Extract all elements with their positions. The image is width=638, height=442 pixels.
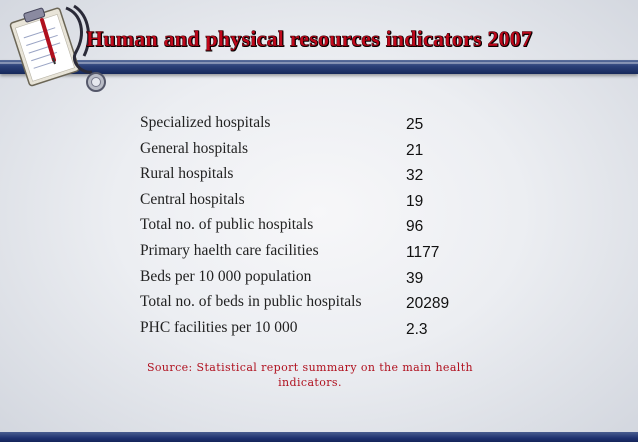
footer-band bbox=[0, 432, 638, 442]
row-label: Total no. of public hospitals bbox=[140, 216, 314, 234]
table-row: Beds per 10 000 population 39 bbox=[140, 266, 580, 292]
row-label: Primary haelth care facilities bbox=[140, 241, 319, 259]
source-note: Source: Statistical report summary on th… bbox=[140, 360, 480, 390]
table-row: Total no. of beds in public hospitals 20… bbox=[140, 291, 580, 317]
row-value: 20289 bbox=[406, 295, 450, 313]
row-label: Central hospitals bbox=[140, 190, 245, 208]
row-label: Specialized hospitals bbox=[140, 114, 271, 131]
source-line-1: Source: Statistical report summary on th… bbox=[146, 361, 474, 374]
table-row: Total no. of public hospitals 96 bbox=[140, 214, 580, 240]
row-value: 96 bbox=[406, 218, 424, 236]
row-label: General hospitals bbox=[140, 139, 249, 157]
table-row: PHC facilities per 10 000 2.3 bbox=[140, 317, 580, 343]
row-value: 25 bbox=[406, 116, 424, 133]
table-row: Specialized hospitals 25 bbox=[140, 112, 580, 138]
row-value: 2.3 bbox=[406, 320, 428, 338]
table-row: Central hospitals 19 bbox=[140, 189, 580, 215]
row-label: Rural hospitals bbox=[140, 165, 234, 183]
row-label: Beds per 10 000 population bbox=[140, 267, 312, 285]
table-row: Primary haelth care facilities 1177 bbox=[140, 240, 580, 266]
row-label: PHC facilities per 10 000 bbox=[140, 318, 298, 336]
row-value: 1177 bbox=[406, 243, 440, 261]
row-value: 39 bbox=[406, 269, 424, 287]
source-line-2: indicators. bbox=[278, 376, 342, 389]
row-value: 21 bbox=[406, 141, 424, 159]
slide-title: Human and physical resources indicators … bbox=[86, 26, 533, 51]
title-underline-band bbox=[0, 60, 638, 74]
medical-clipboard-stethoscope-icon bbox=[9, 4, 106, 92]
row-label: Total no. of beds in public hospitals bbox=[140, 293, 362, 311]
table-row: Rural hospitals 32 bbox=[140, 163, 580, 189]
table-row: General hospitals 21 bbox=[140, 138, 580, 164]
row-value: 19 bbox=[406, 192, 424, 210]
row-value: 32 bbox=[406, 167, 424, 185]
indicators-table: Specialized hospitals 25 General hospita… bbox=[140, 112, 580, 342]
